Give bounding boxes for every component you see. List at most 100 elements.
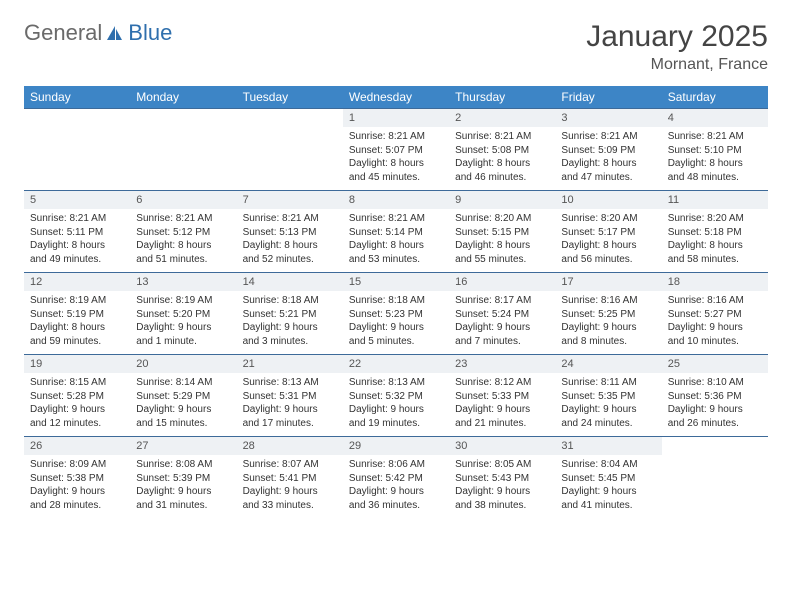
- day-number: 13: [130, 273, 236, 291]
- day-details: Sunrise: 8:18 AMSunset: 5:21 PMDaylight:…: [237, 291, 343, 354]
- daylight-text: Daylight: 9 hours and 33 minutes.: [243, 485, 337, 512]
- sunset-text: Sunset: 5:39 PM: [136, 472, 230, 486]
- calendar-cell: 12Sunrise: 8:19 AMSunset: 5:19 PMDayligh…: [24, 272, 130, 354]
- sunrise-text: Sunrise: 8:21 AM: [455, 130, 549, 144]
- day-number: 23: [449, 355, 555, 373]
- calendar-cell: 11 Sunrise: 8:20 AMSunset: 5:18 PMDayligh…: [662, 190, 768, 272]
- sunset-text: Sunset: 5:21 PM: [243, 308, 337, 322]
- day-number: 1: [343, 109, 449, 127]
- day-details: Sunrise: 8:13 AMSunset: 5:32 PMDaylight:…: [343, 373, 449, 436]
- daylight-text: Daylight: 8 hours and 58 minutes.: [668, 239, 762, 266]
- daylight-text: Daylight: 9 hours and 5 minutes.: [349, 321, 443, 348]
- sunrise-text: Sunrise: 8:17 AM: [455, 294, 549, 308]
- day-number: 9: [449, 191, 555, 209]
- day-number: 8: [343, 191, 449, 209]
- daylight-text: Daylight: 8 hours and 45 minutes.: [349, 157, 443, 184]
- day-number: 17: [555, 273, 661, 291]
- calendar-cell: 21Sunrise: 8:13 AMSunset: 5:31 PMDayligh…: [237, 354, 343, 436]
- day-number: [237, 109, 343, 115]
- title-block: January 2025 Mornant, France: [586, 20, 768, 74]
- daylight-text: Daylight: 8 hours and 46 minutes.: [455, 157, 549, 184]
- header: General Blue January 2025 Mornant, Franc…: [24, 20, 768, 74]
- day-details: Sunrise: 8:16 AMSunset: 5:25 PMDaylight:…: [555, 291, 661, 354]
- day-details: Sunrise: 8:19 AMSunset: 5:19 PMDaylight:…: [24, 291, 130, 354]
- sunset-text: Sunset: 5:10 PM: [668, 144, 762, 158]
- sunrise-text: Sunrise: 8:04 AM: [561, 458, 655, 472]
- sunrise-text: Sunrise: 8:09 AM: [30, 458, 124, 472]
- daylight-text: Daylight: 8 hours and 48 minutes.: [668, 157, 762, 184]
- sunrise-text: Sunrise: 8:20 AM: [668, 212, 762, 226]
- calendar-cell: 23Sunrise: 8:12 AMSunset: 5:33 PMDayligh…: [449, 354, 555, 436]
- daylight-text: Daylight: 9 hours and 19 minutes.: [349, 403, 443, 430]
- daylight-text: Daylight: 8 hours and 47 minutes.: [561, 157, 655, 184]
- day-details: Sunrise: 8:12 AMSunset: 5:33 PMDaylight:…: [449, 373, 555, 436]
- sunrise-text: Sunrise: 8:05 AM: [455, 458, 549, 472]
- sunset-text: Sunset: 5:25 PM: [561, 308, 655, 322]
- sunset-text: Sunset: 5:09 PM: [561, 144, 655, 158]
- daylight-text: Daylight: 9 hours and 17 minutes.: [243, 403, 337, 430]
- day-number: 30: [449, 437, 555, 455]
- calendar-cell: 27Sunrise: 8:08 AMSunset: 5:39 PMDayligh…: [130, 436, 236, 518]
- day-details: Sunrise: 8:21 AMSunset: 5:07 PMDaylight:…: [343, 127, 449, 190]
- daylight-text: Daylight: 9 hours and 24 minutes.: [561, 403, 655, 430]
- day-header: Monday: [130, 86, 236, 108]
- day-number: 15: [343, 273, 449, 291]
- daylight-text: Daylight: 9 hours and 8 minutes.: [561, 321, 655, 348]
- day-details: Sunrise: 8:14 AMSunset: 5:29 PMDaylight:…: [130, 373, 236, 436]
- day-number: 27: [130, 437, 236, 455]
- sunset-text: Sunset: 5:42 PM: [349, 472, 443, 486]
- sunset-text: Sunset: 5:08 PM: [455, 144, 549, 158]
- calendar-cell: [237, 108, 343, 190]
- sunrise-text: Sunrise: 8:21 AM: [561, 130, 655, 144]
- day-number: 16: [449, 273, 555, 291]
- day-details: Sunrise: 8:21 AMSunset: 5:13 PMDaylight:…: [237, 209, 343, 272]
- day-number: 2: [449, 109, 555, 127]
- calendar-cell: 29Sunrise: 8:06 AMSunset: 5:42 PMDayligh…: [343, 436, 449, 518]
- day-number: 28: [237, 437, 343, 455]
- sunset-text: Sunset: 5:17 PM: [561, 226, 655, 240]
- calendar-cell: 20Sunrise: 8:14 AMSunset: 5:29 PMDayligh…: [130, 354, 236, 436]
- sunrise-text: Sunrise: 8:21 AM: [243, 212, 337, 226]
- daylight-text: Daylight: 8 hours and 59 minutes.: [30, 321, 124, 348]
- daylight-text: Daylight: 9 hours and 1 minute.: [136, 321, 230, 348]
- sunset-text: Sunset: 5:07 PM: [349, 144, 443, 158]
- calendar-cell: 4Sunrise: 8:21 AMSunset: 5:10 PMDaylight…: [662, 108, 768, 190]
- sunrise-text: Sunrise: 8:21 AM: [349, 212, 443, 226]
- day-number: 20: [130, 355, 236, 373]
- day-number: 6: [130, 191, 236, 209]
- sunrise-text: Sunrise: 8:18 AM: [243, 294, 337, 308]
- day-number: 31: [555, 437, 661, 455]
- day-number: 29: [343, 437, 449, 455]
- day-header: Saturday: [662, 86, 768, 108]
- sunrise-text: Sunrise: 8:20 AM: [455, 212, 549, 226]
- day-details: Sunrise: 8:04 AMSunset: 5:45 PMDaylight:…: [555, 455, 661, 518]
- calendar-cell: 14Sunrise: 8:18 AMSunset: 5:21 PMDayligh…: [237, 272, 343, 354]
- daylight-text: Daylight: 8 hours and 55 minutes.: [455, 239, 549, 266]
- day-details: Sunrise: 8:08 AMSunset: 5:39 PMDaylight:…: [130, 455, 236, 518]
- sunset-text: Sunset: 5:36 PM: [668, 390, 762, 404]
- day-number: 12: [24, 273, 130, 291]
- day-number: 14: [237, 273, 343, 291]
- sunset-text: Sunset: 5:11 PM: [30, 226, 124, 240]
- sunset-text: Sunset: 5:15 PM: [455, 226, 549, 240]
- sunrise-text: Sunrise: 8:21 AM: [136, 212, 230, 226]
- calendar-cell: 10Sunrise: 8:20 AMSunset: 5:17 PMDayligh…: [555, 190, 661, 272]
- calendar-cell: 3Sunrise: 8:21 AMSunset: 5:09 PMDaylight…: [555, 108, 661, 190]
- sunrise-text: Sunrise: 8:16 AM: [668, 294, 762, 308]
- sunset-text: Sunset: 5:18 PM: [668, 226, 762, 240]
- day-number: 18: [662, 273, 768, 291]
- calendar-cell: 5Sunrise: 8:21 AMSunset: 5:11 PMDaylight…: [24, 190, 130, 272]
- sunrise-text: Sunrise: 8:16 AM: [561, 294, 655, 308]
- day-details: Sunrise: 8:17 AMSunset: 5:24 PMDaylight:…: [449, 291, 555, 354]
- calendar-cell: 28Sunrise: 8:07 AMSunset: 5:41 PMDayligh…: [237, 436, 343, 518]
- sunset-text: Sunset: 5:13 PM: [243, 226, 337, 240]
- brand-logo: General Blue: [24, 20, 172, 46]
- daylight-text: Daylight: 9 hours and 10 minutes.: [668, 321, 762, 348]
- sunrise-text: Sunrise: 8:21 AM: [349, 130, 443, 144]
- sunset-text: Sunset: 5:24 PM: [455, 308, 549, 322]
- sunset-text: Sunset: 5:38 PM: [30, 472, 124, 486]
- day-details: Sunrise: 8:21 AMSunset: 5:14 PMDaylight:…: [343, 209, 449, 272]
- sunrise-text: Sunrise: 8:10 AM: [668, 376, 762, 390]
- day-number: 11: [662, 191, 768, 209]
- sunrise-text: Sunrise: 8:11 AM: [561, 376, 655, 390]
